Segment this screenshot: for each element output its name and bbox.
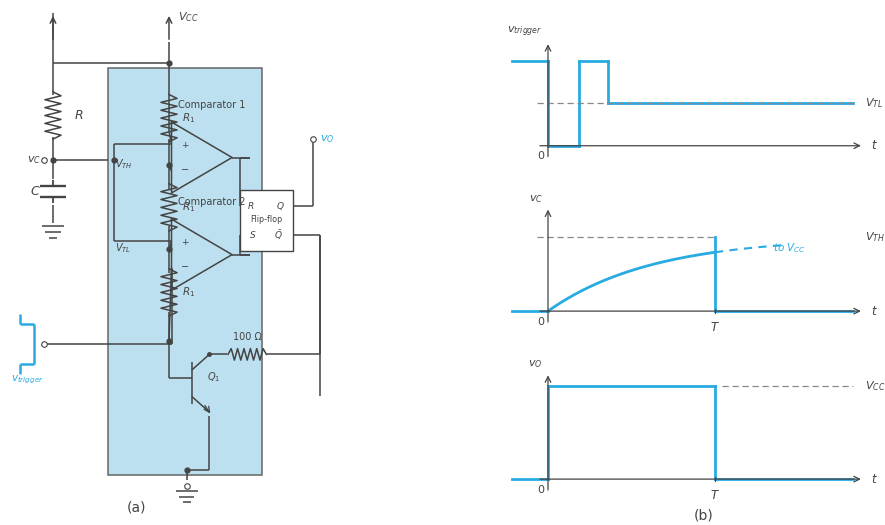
Text: $C$: $C$ <box>30 185 41 198</box>
Text: $T$: $T$ <box>710 321 720 334</box>
Text: $v_{trigger}$: $v_{trigger}$ <box>12 374 44 386</box>
Text: $R$        $Q$: $R$ $Q$ <box>247 200 285 212</box>
Bar <box>109 68 262 475</box>
Text: $Q_1$: $Q_1$ <box>207 371 220 384</box>
Text: $V_{TL}$: $V_{TL}$ <box>866 96 884 110</box>
Text: $t$: $t$ <box>871 472 878 486</box>
Text: Comparator 2: Comparator 2 <box>178 197 246 207</box>
Text: $v_O$: $v_O$ <box>320 133 335 145</box>
Text: $t$: $t$ <box>871 139 878 152</box>
Text: 0: 0 <box>537 151 544 161</box>
Text: $R_1$: $R_1$ <box>181 201 195 214</box>
Text: 100 Ω: 100 Ω <box>233 332 262 342</box>
Text: $R_1$: $R_1$ <box>181 286 195 299</box>
Text: $v_C$: $v_C$ <box>27 154 41 166</box>
Text: Comparator 1: Comparator 1 <box>178 100 245 110</box>
Text: $t$: $t$ <box>871 304 878 318</box>
Text: (a): (a) <box>127 501 146 515</box>
Text: $T$: $T$ <box>710 489 720 502</box>
Text: $V_{TH}$: $V_{TH}$ <box>866 230 885 244</box>
Text: −: − <box>181 165 189 175</box>
Text: to $V_{CC}$: to $V_{CC}$ <box>773 241 806 255</box>
Text: $R$: $R$ <box>74 109 84 122</box>
Text: $S$       $\bar{Q}$: $S$ $\bar{Q}$ <box>249 228 283 242</box>
Text: $V_{TH}$: $V_{TH}$ <box>115 157 133 171</box>
Text: 0: 0 <box>537 485 544 495</box>
Text: $R_1$: $R_1$ <box>181 111 195 125</box>
Text: 0: 0 <box>537 317 544 327</box>
Text: $V_{CC}$: $V_{CC}$ <box>866 379 885 393</box>
Text: $V_{CC}$: $V_{CC}$ <box>178 10 198 24</box>
Text: $v_{trigger}$: $v_{trigger}$ <box>507 25 543 39</box>
Text: $v_O$: $v_O$ <box>528 359 543 370</box>
Text: −: − <box>181 262 189 272</box>
Text: (b): (b) <box>694 509 713 523</box>
Text: +: + <box>181 238 189 247</box>
Text: $V_{TL}$: $V_{TL}$ <box>115 241 131 255</box>
Text: Flip-flop: Flip-flop <box>250 215 282 225</box>
Text: +: + <box>181 141 189 150</box>
Text: $v_C$: $v_C$ <box>528 193 543 205</box>
Bar <box>240 191 293 251</box>
